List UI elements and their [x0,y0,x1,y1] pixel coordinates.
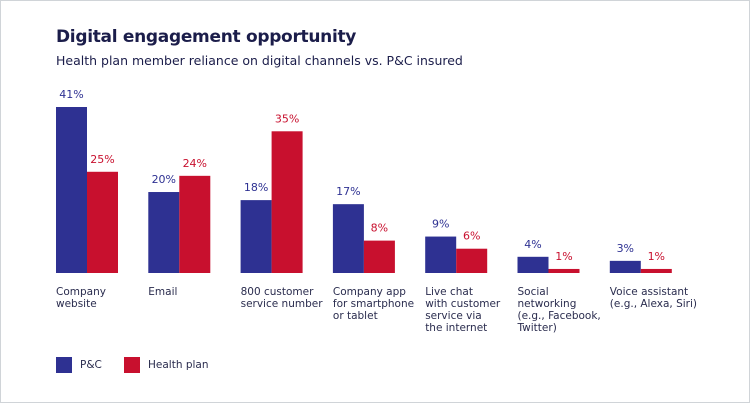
legend-label-pc: P&C [80,359,102,371]
chart-subtitle: Health plan member reliance on digital c… [56,53,463,68]
data-label: 4% [524,238,541,251]
data-label: 18% [244,181,268,194]
legend-swatch-pc [56,357,72,373]
bar-health-plan [179,175,211,273]
bar-pc [332,204,364,273]
category-label: 800 customer service number [240,286,323,310]
category-label: Voice assistant (e.g., Alexa, Siri) [609,286,697,310]
data-label: 8% [371,222,388,235]
bar-pc [609,260,641,273]
bar-pc [425,236,457,273]
data-label: 1% [555,250,572,263]
legend-item-pc: P&C [56,357,102,373]
bar-pc [517,256,549,273]
data-label: 24% [183,157,207,170]
data-label: 20% [152,173,176,186]
data-label: 35% [275,112,299,125]
legend-swatch-health-plan [124,357,140,373]
data-label: 1% [648,250,665,263]
bar-pc [240,200,272,273]
bar-health-plan [271,131,303,273]
bar-pc [148,192,180,273]
data-label: 17% [336,185,360,198]
chart-title: Digital engagement opportunity [56,27,357,47]
bar-health-plan [548,268,580,273]
bar-health-plan [456,248,488,273]
data-label: 25% [90,153,114,166]
category-label: Live chat with customer service via the … [425,286,501,334]
bar-pc [56,107,87,273]
data-label: 41% [59,88,83,101]
bar-health-plan [363,240,395,273]
data-label: 3% [617,242,634,255]
legend-item-health-plan: Health plan [124,357,209,373]
category-label: Social networking (e.g., Facebook, Twitt… [517,286,601,334]
category-label: Company app for smartphone or tablet [332,286,415,322]
data-label: 6% [463,230,480,243]
category-label: Company website [56,286,106,310]
bar-health-plan [87,171,118,273]
data-label: 9% [432,218,449,231]
bar-health-plan [640,268,672,273]
legend-label-health-plan: Health plan [148,359,209,371]
category-label: Email [148,286,178,298]
